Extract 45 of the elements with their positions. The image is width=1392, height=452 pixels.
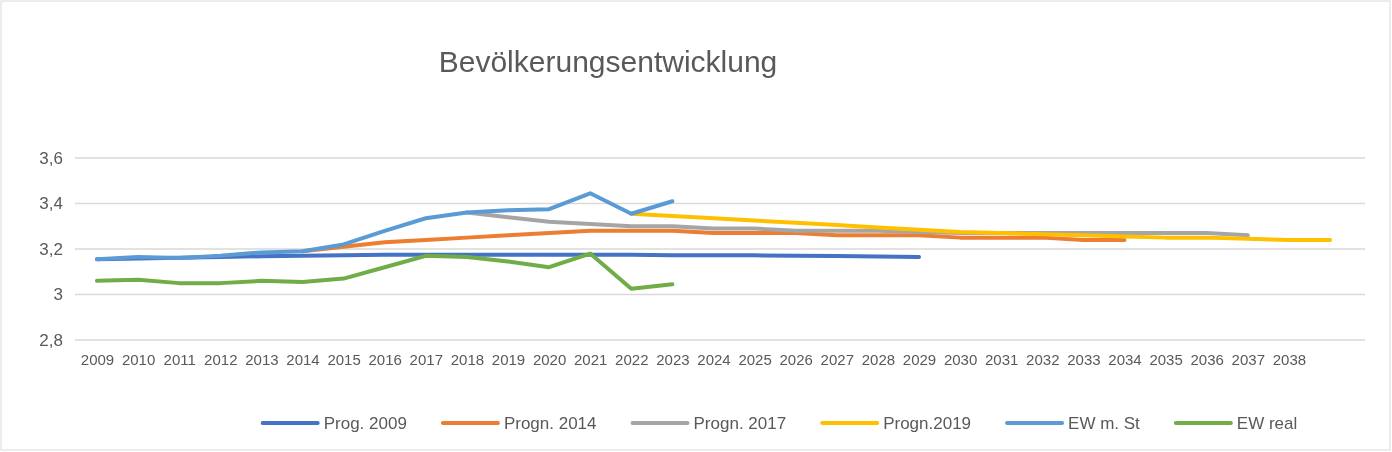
x-tick-label: 2016 xyxy=(368,350,402,368)
x-tick-label: 2029 xyxy=(902,350,937,368)
line-series xyxy=(95,251,675,291)
x-tick-label: 2025 xyxy=(738,350,772,368)
x-tick-label: 2021 xyxy=(574,350,608,368)
y-tick-label: 2,8 xyxy=(39,330,63,350)
legend-label: EW real xyxy=(1236,414,1298,433)
legend-label: Progn. 2014 xyxy=(503,414,597,433)
x-tick-label: 2036 xyxy=(1190,350,1224,368)
x-tick-label: 2031 xyxy=(985,350,1019,368)
legend-label: Prog. 2009 xyxy=(323,414,407,433)
x-tick-label: 2026 xyxy=(779,350,813,368)
x-tick-label: 2035 xyxy=(1149,350,1183,368)
x-tick-label: 2020 xyxy=(532,350,567,368)
line-series xyxy=(629,211,1332,242)
x-tick-label: 2028 xyxy=(861,350,896,368)
x-tick-label: 2012 xyxy=(204,350,238,368)
x-tick-label: 2018 xyxy=(450,350,485,368)
legend-label: Progn.2019 xyxy=(883,414,972,433)
x-tick-label: 2023 xyxy=(656,350,690,368)
y-tick-label: 3,6 xyxy=(39,148,63,168)
y-tick-label: 3,4 xyxy=(39,194,63,214)
x-tick-label: 2009 xyxy=(80,350,115,368)
x-tick-label: 2034 xyxy=(1108,350,1142,368)
x-tick-label: 2010 xyxy=(121,350,156,368)
x-tick-label: 2022 xyxy=(615,350,649,368)
y-tick-label: 3 xyxy=(53,285,63,305)
x-tick-label: 2024 xyxy=(697,350,731,368)
x-tick-label: 2017 xyxy=(409,350,443,368)
legend-label: Progn. 2017 xyxy=(693,414,787,433)
x-tick-label: 2033 xyxy=(1067,350,1101,368)
x-tick-label: 2015 xyxy=(327,350,361,368)
x-tick-label: 2037 xyxy=(1231,350,1265,368)
x-tick-label: 2027 xyxy=(820,350,854,368)
x-tick-label: 2019 xyxy=(491,350,526,368)
y-tick-label: 3,2 xyxy=(39,239,63,259)
legend-label: EW m. St xyxy=(1068,414,1141,433)
x-tick-label: 2014 xyxy=(286,350,320,368)
chart-title: Bevölkerungsentwicklung xyxy=(438,45,778,78)
line-series xyxy=(95,191,675,262)
x-tick-label: 2038 xyxy=(1272,350,1307,368)
x-tick-label: 2032 xyxy=(1026,350,1060,368)
x-tick-label: 2013 xyxy=(245,350,279,368)
x-tick-label: 2011 xyxy=(163,350,196,368)
x-tick-label: 2030 xyxy=(943,350,978,368)
